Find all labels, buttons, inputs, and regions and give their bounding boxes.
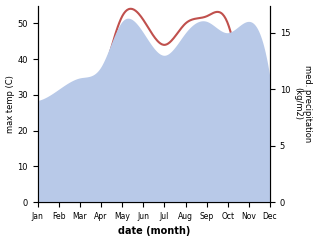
X-axis label: date (month): date (month) <box>118 227 190 236</box>
Y-axis label: med. precipitation
(kg/m2): med. precipitation (kg/m2) <box>293 65 313 143</box>
Y-axis label: max temp (C): max temp (C) <box>5 75 15 133</box>
